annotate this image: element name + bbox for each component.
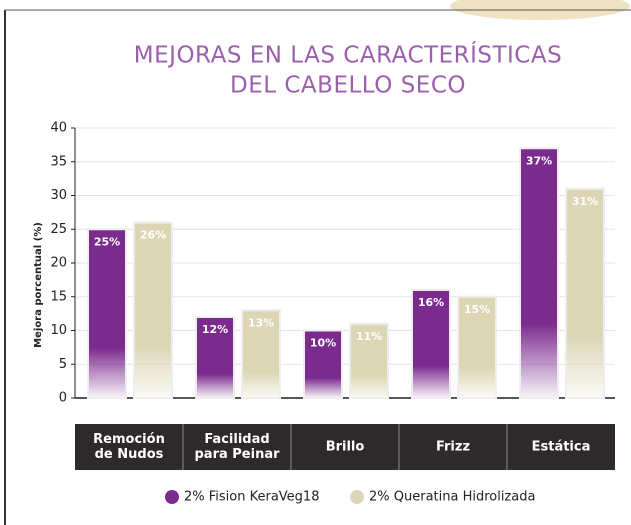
x-tick-label: Frizz: [436, 440, 470, 455]
x-tick-label: Estática: [532, 440, 591, 455]
chart: MEJORAS EN LAS CARACTERÍSTICAS DEL CABEL…: [0, 0, 631, 525]
x-tick-label: Brillo: [326, 440, 365, 455]
x-tick-label: para Peinar: [194, 447, 280, 462]
y-tick-label: 40: [50, 121, 67, 136]
y-axis-label: Mejora porcentual (%): [33, 222, 44, 348]
value-label: 11%: [356, 330, 382, 343]
bar: [520, 148, 558, 398]
y-tick-label: 35: [50, 154, 67, 169]
y-tick-label: 30: [50, 188, 67, 203]
y-tick-label: 20: [50, 256, 67, 271]
legend-label: 2% Queratina Hidrolizada: [369, 490, 535, 505]
bar: [566, 189, 604, 398]
y-tick-label: 5: [59, 357, 67, 372]
value-label: 26%: [140, 229, 166, 242]
legend-swatch: [165, 490, 179, 504]
value-label: 10%: [310, 337, 336, 350]
chart-title: MEJORAS EN LAS CARACTERÍSTICAS: [134, 41, 562, 69]
y-tick-label: 25: [50, 222, 67, 237]
bar: [134, 223, 172, 399]
legend-label: 2% Fision KeraVeg18: [184, 490, 319, 505]
x-tick-label: Remoción: [93, 432, 165, 447]
legend-swatch: [350, 490, 364, 504]
value-label: 31%: [572, 195, 598, 208]
chart-title: DEL CABELLO SECO: [230, 73, 466, 99]
y-tick-label: 10: [50, 323, 67, 338]
value-label: 13%: [248, 316, 274, 329]
value-label: 12%: [202, 323, 228, 336]
bar: [88, 229, 126, 398]
value-label: 16%: [418, 296, 444, 309]
x-tick-label: de Nudos: [95, 447, 164, 462]
y-tick-label: 0: [59, 391, 67, 406]
value-label: 37%: [526, 154, 552, 167]
y-tick-label: 15: [50, 289, 67, 304]
value-label: 15%: [464, 303, 490, 316]
value-label: 25%: [94, 235, 120, 248]
x-tick-label: Facilidad: [204, 432, 269, 447]
